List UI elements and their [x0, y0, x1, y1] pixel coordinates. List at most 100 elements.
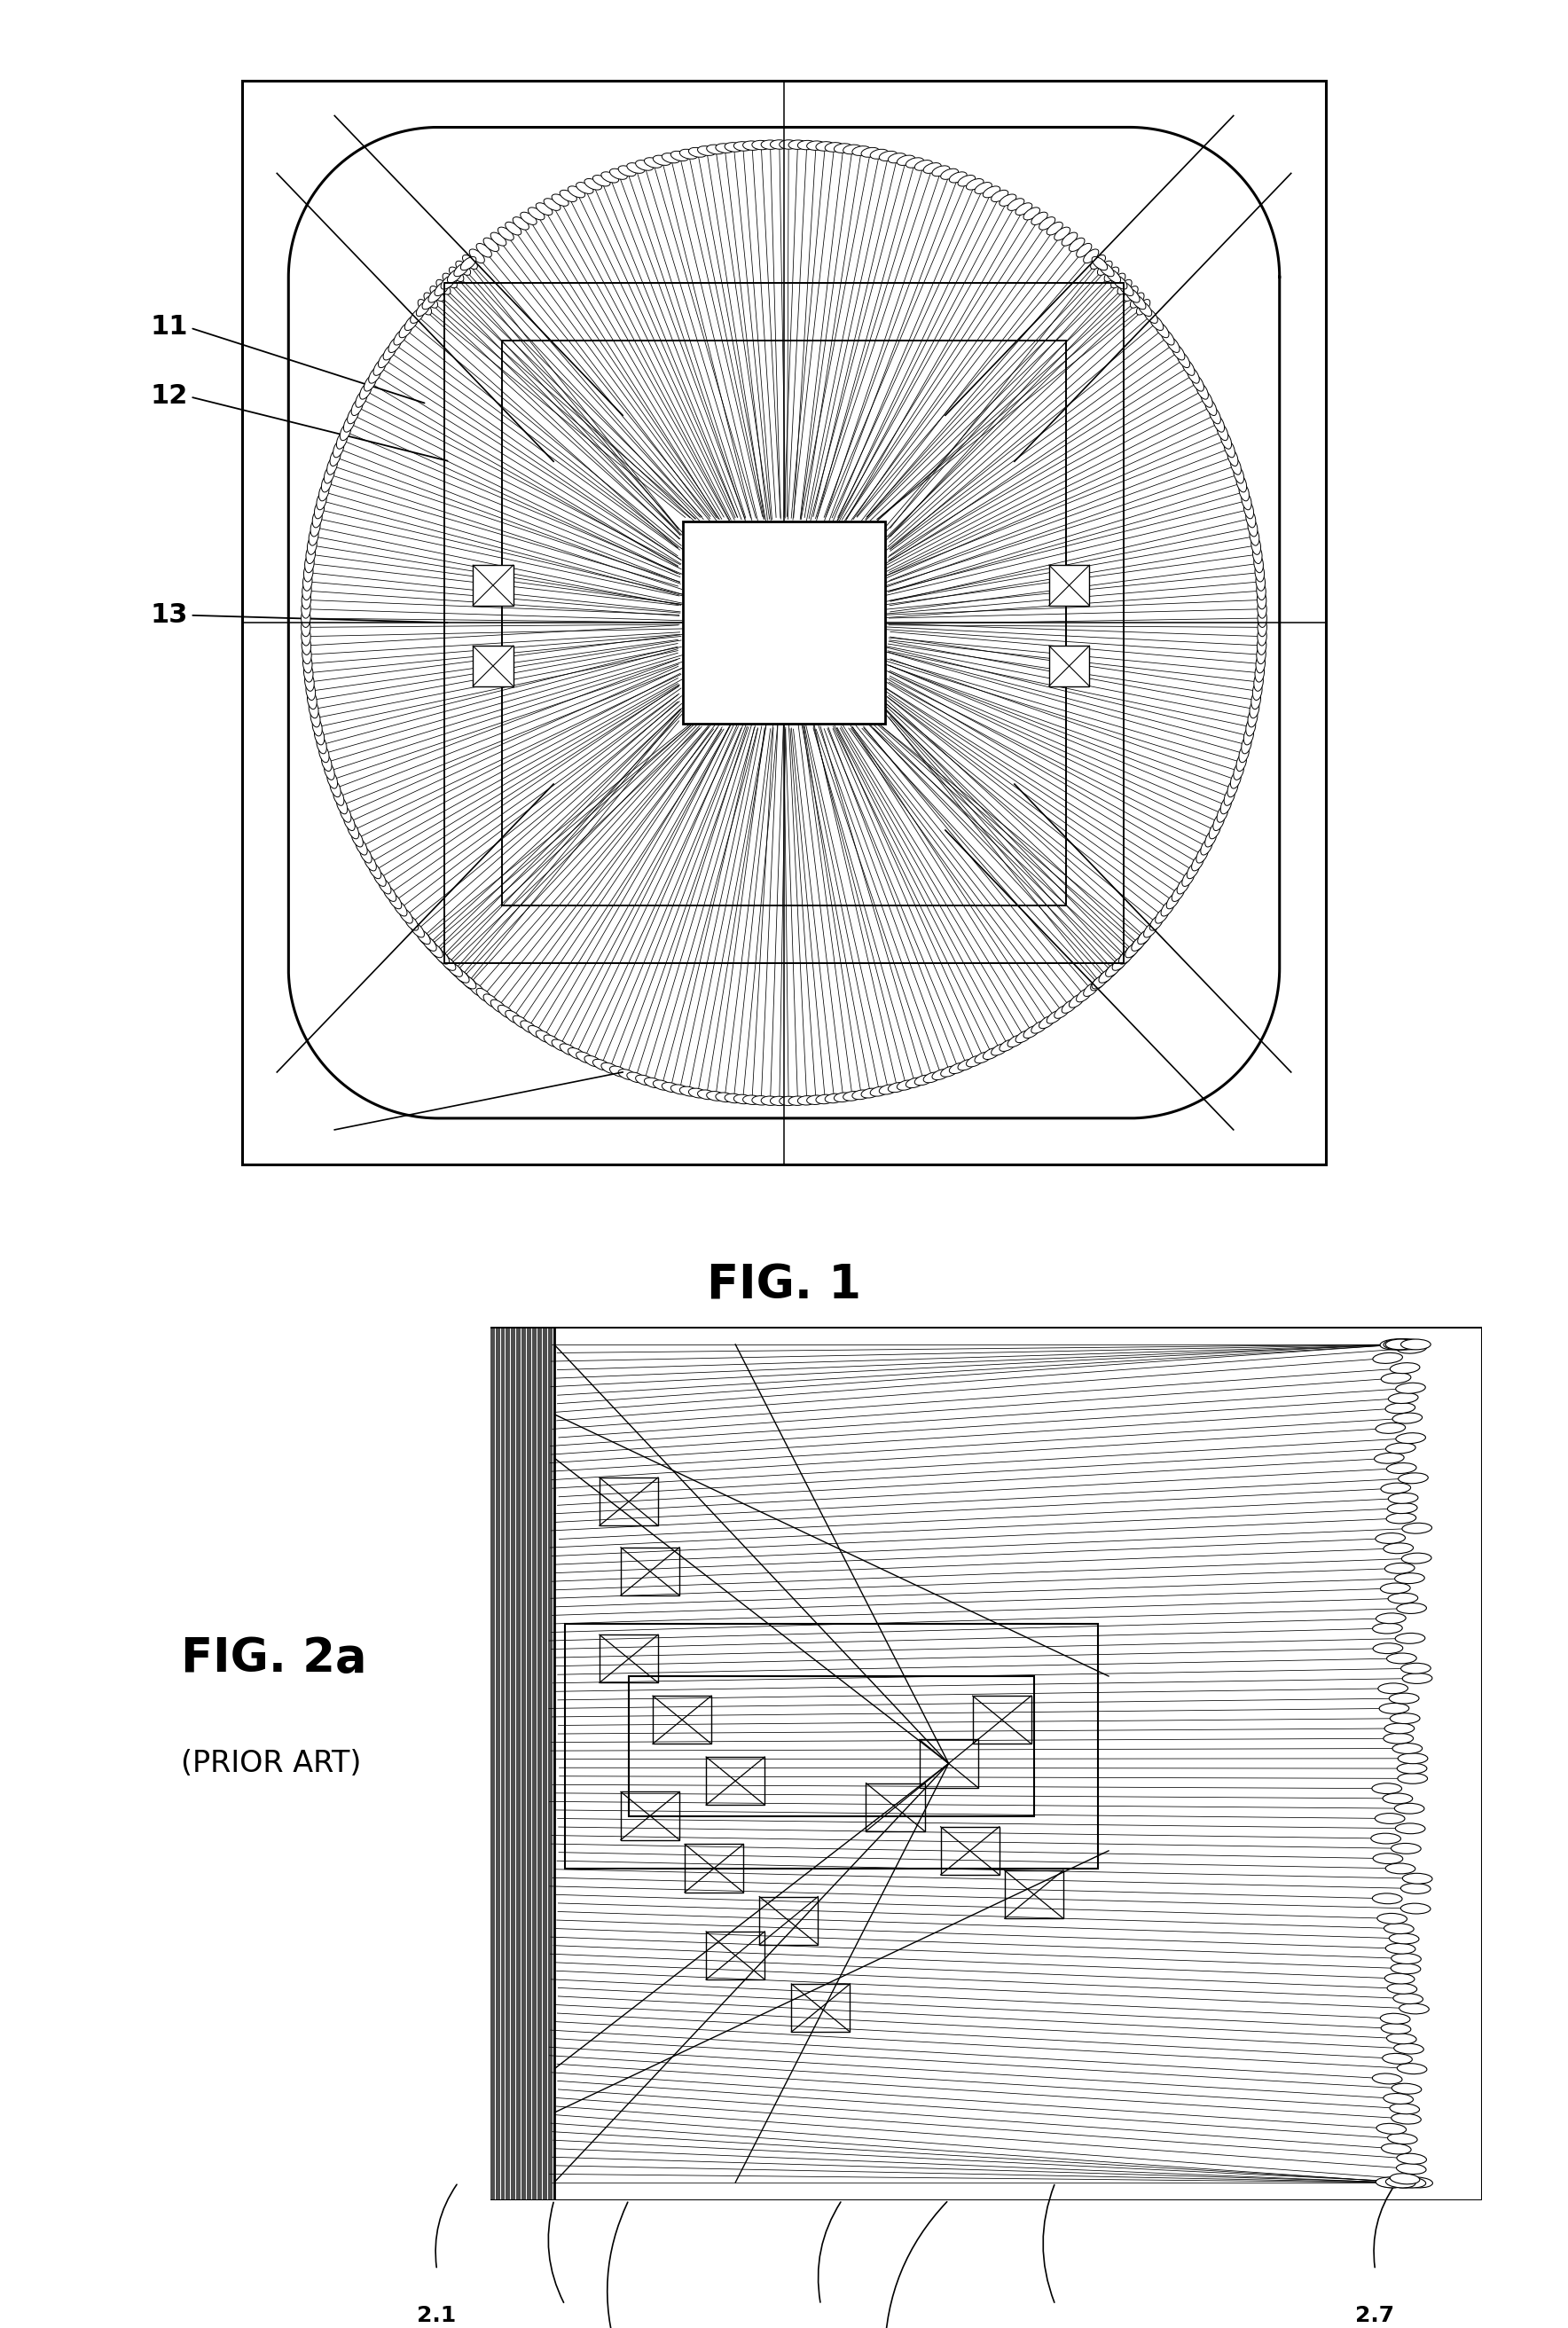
Ellipse shape [448, 268, 464, 282]
Ellipse shape [1149, 314, 1163, 331]
Ellipse shape [1386, 1443, 1416, 1453]
Ellipse shape [1112, 957, 1127, 971]
Ellipse shape [1372, 2074, 1402, 2084]
Ellipse shape [825, 142, 844, 151]
Ellipse shape [851, 147, 870, 156]
Ellipse shape [770, 1096, 789, 1106]
Ellipse shape [340, 805, 351, 822]
Ellipse shape [662, 1083, 681, 1092]
Bar [706, 1758, 765, 1804]
Ellipse shape [1370, 1832, 1400, 1844]
Ellipse shape [585, 179, 602, 191]
Ellipse shape [870, 1087, 889, 1096]
Ellipse shape [1394, 1804, 1424, 1814]
Ellipse shape [442, 272, 458, 289]
Ellipse shape [1374, 1853, 1403, 1865]
Ellipse shape [1209, 822, 1220, 838]
Ellipse shape [861, 147, 880, 158]
Ellipse shape [1388, 1339, 1417, 1350]
Ellipse shape [1248, 519, 1258, 535]
Ellipse shape [1250, 701, 1259, 717]
Ellipse shape [405, 314, 419, 331]
Ellipse shape [337, 431, 348, 449]
Ellipse shape [521, 1020, 536, 1034]
Ellipse shape [770, 140, 789, 149]
Ellipse shape [601, 1064, 619, 1073]
Ellipse shape [423, 938, 437, 952]
Text: 11: 11 [151, 314, 425, 403]
Ellipse shape [1389, 2177, 1419, 2188]
Ellipse shape [887, 154, 906, 163]
Ellipse shape [1396, 1823, 1425, 1834]
Ellipse shape [1234, 466, 1243, 484]
Ellipse shape [1112, 275, 1127, 289]
Ellipse shape [1054, 1006, 1069, 1017]
Ellipse shape [753, 1096, 770, 1106]
Ellipse shape [430, 286, 444, 300]
Bar [621, 1793, 679, 1839]
Ellipse shape [1396, 2177, 1425, 2188]
Ellipse shape [1196, 382, 1209, 398]
Ellipse shape [312, 717, 321, 736]
Ellipse shape [368, 368, 381, 384]
Ellipse shape [1381, 1374, 1411, 1383]
Ellipse shape [1386, 1404, 1416, 1413]
Ellipse shape [671, 1085, 688, 1094]
Ellipse shape [880, 1085, 897, 1094]
Ellipse shape [1040, 217, 1055, 230]
Ellipse shape [378, 352, 390, 368]
Ellipse shape [1258, 626, 1267, 645]
Ellipse shape [383, 885, 397, 901]
Ellipse shape [1167, 894, 1179, 908]
Ellipse shape [1258, 619, 1267, 636]
Ellipse shape [1231, 456, 1240, 475]
Ellipse shape [1083, 249, 1099, 263]
Ellipse shape [1098, 261, 1112, 275]
Ellipse shape [1239, 482, 1250, 501]
Ellipse shape [312, 510, 321, 528]
Ellipse shape [1069, 994, 1085, 1008]
Ellipse shape [1032, 1020, 1047, 1034]
Ellipse shape [1040, 1015, 1055, 1029]
Ellipse shape [373, 359, 386, 375]
Ellipse shape [1254, 663, 1264, 682]
Ellipse shape [1394, 2177, 1424, 2188]
Ellipse shape [1251, 691, 1261, 710]
Ellipse shape [528, 1027, 544, 1038]
Ellipse shape [789, 1096, 808, 1106]
Ellipse shape [1391, 1953, 1421, 1965]
Ellipse shape [1196, 845, 1209, 864]
Ellipse shape [436, 279, 450, 296]
Ellipse shape [373, 871, 386, 887]
Ellipse shape [1374, 1353, 1402, 1364]
Ellipse shape [416, 300, 430, 317]
Ellipse shape [1256, 654, 1265, 673]
Ellipse shape [364, 854, 376, 871]
Ellipse shape [521, 212, 536, 226]
Text: 12: 12 [151, 384, 447, 461]
Ellipse shape [1383, 1543, 1413, 1553]
Ellipse shape [1396, 1634, 1425, 1644]
Ellipse shape [389, 894, 401, 908]
Ellipse shape [1112, 272, 1126, 289]
Ellipse shape [1032, 212, 1047, 226]
Ellipse shape [1182, 359, 1195, 375]
Ellipse shape [760, 140, 779, 149]
Ellipse shape [1248, 710, 1258, 726]
Ellipse shape [1386, 1513, 1416, 1523]
Ellipse shape [760, 1096, 779, 1106]
Ellipse shape [1375, 1814, 1405, 1823]
Ellipse shape [1209, 407, 1220, 424]
Ellipse shape [544, 198, 560, 210]
Ellipse shape [941, 168, 958, 179]
Ellipse shape [679, 1087, 698, 1096]
Ellipse shape [975, 182, 993, 193]
Ellipse shape [1378, 2177, 1408, 2188]
Bar [972, 1695, 1032, 1744]
Ellipse shape [1388, 2132, 1417, 2144]
Ellipse shape [724, 1094, 743, 1103]
Ellipse shape [1386, 2177, 1416, 2188]
Ellipse shape [1201, 838, 1212, 854]
Ellipse shape [1383, 1339, 1413, 1350]
Ellipse shape [1137, 300, 1149, 314]
